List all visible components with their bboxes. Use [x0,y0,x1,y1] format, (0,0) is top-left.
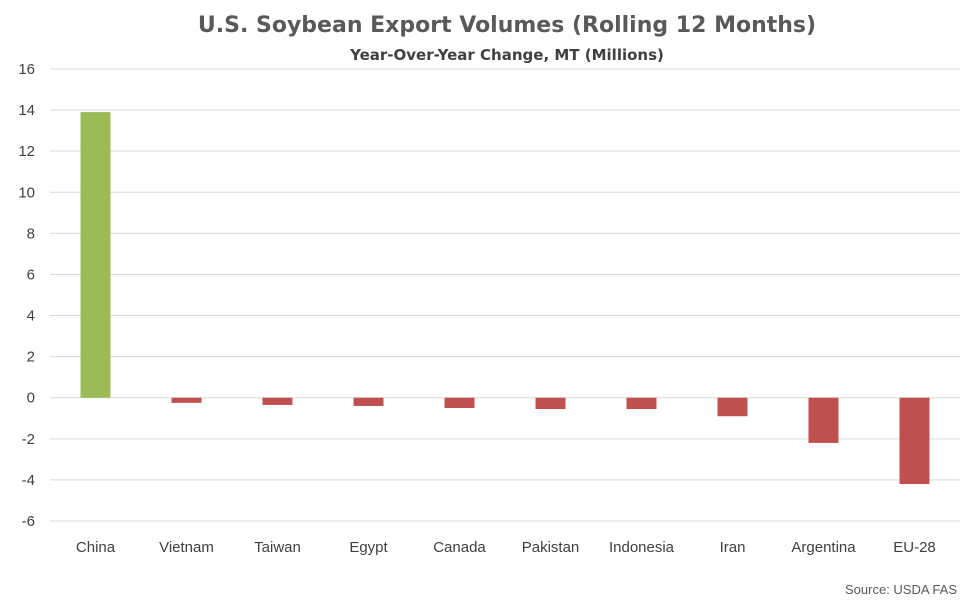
y-tick-label: 16 [18,61,35,78]
y-tick-label: 4 [27,308,35,325]
bar-vietnam [171,397,202,403]
x-category-label: China [76,539,116,556]
chart-subtitle: Year-Over-Year Change, MT (Millions) [349,46,664,64]
x-category-label: Canada [433,539,486,556]
x-category-label: EU-28 [893,539,936,556]
bar-taiwan [262,397,293,405]
bar-egypt [353,397,384,406]
bar-china [80,112,111,398]
y-tick-label: -2 [22,431,35,448]
bar-indonesia [626,397,657,410]
y-tick-label: 0 [27,390,35,407]
x-category-label: Argentina [791,539,856,556]
x-category-label: Egypt [349,539,388,556]
y-tick-label: -6 [22,513,35,530]
bar-argentina [808,397,839,443]
bar-layer [80,112,930,485]
bar-canada [444,397,475,408]
y-tick-label: 10 [18,184,35,201]
grid-layer [50,68,960,522]
y-axis: 16 14 12 10 8 6 4 2 0 -2 -4 -6 [18,61,35,530]
y-tick-label: 8 [27,225,35,242]
y-tick-label: 2 [27,349,35,366]
source-note: Source: USDA FAS [845,582,957,597]
x-category-label: Iran [720,539,746,556]
bar-iran [717,397,748,417]
bar-eu-28 [899,397,930,485]
x-category-label: Vietnam [159,539,214,556]
y-tick-label: 12 [18,143,35,160]
x-category-label: Taiwan [254,539,301,556]
bar-pakistan [535,397,566,410]
chart-title: U.S. Soybean Export Volumes (Rolling 12 … [198,13,816,38]
y-tick-label: 14 [18,102,35,119]
x-category-label: Pakistan [522,539,580,556]
x-category-label: Indonesia [609,539,675,556]
x-axis: China Vietnam Taiwan Egypt Canada Pakistan Ind… [76,539,936,556]
y-tick-label: 6 [27,266,35,283]
y-tick-label: -4 [22,472,35,489]
